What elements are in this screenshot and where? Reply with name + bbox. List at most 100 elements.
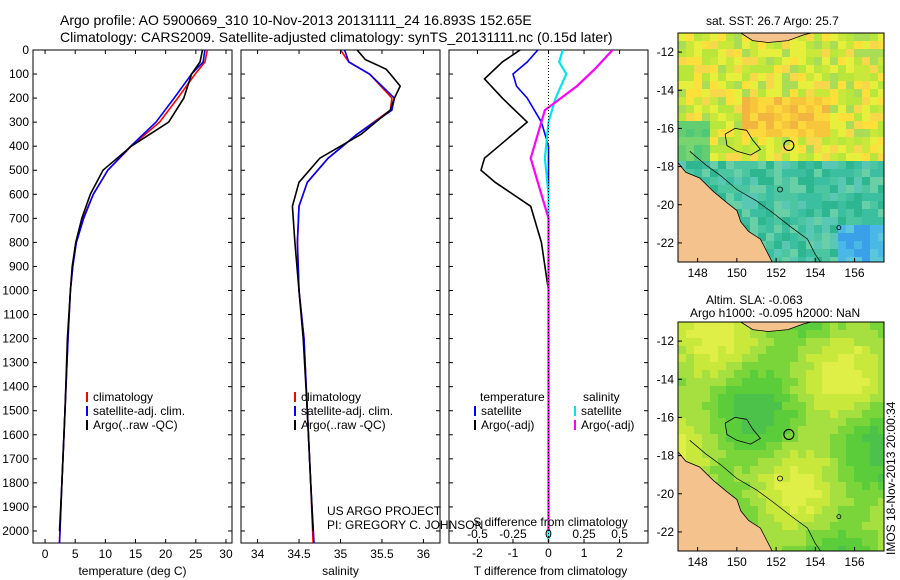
map-cell	[870, 450, 878, 458]
map-cell	[710, 105, 718, 113]
map-cell	[734, 89, 742, 97]
map-cell	[742, 362, 750, 370]
map-cell	[814, 506, 822, 514]
map-cell	[718, 370, 726, 378]
map-cell	[854, 466, 862, 474]
map-cell	[774, 113, 782, 121]
map-cell	[774, 506, 782, 514]
map-cell	[846, 346, 854, 354]
map-cell	[694, 354, 702, 362]
map-cell	[846, 81, 854, 89]
x-tick-label: 154	[805, 266, 825, 280]
map-cell	[822, 49, 830, 57]
map-cell	[678, 378, 686, 386]
map-cell	[678, 89, 686, 97]
map-cell	[790, 386, 798, 394]
map-cell	[870, 73, 878, 81]
map-cell	[758, 450, 766, 458]
map-cell	[686, 330, 694, 338]
map-cell	[846, 241, 854, 249]
difference-panel: -2 -1 0 1 2 -0.5 -0.25 0 0.25 0.5S difference fro…	[448, 49, 649, 578]
map-cell	[710, 322, 718, 330]
map-cell	[798, 378, 806, 386]
map-cell	[798, 458, 806, 466]
map-cell	[862, 370, 870, 378]
map-cell	[878, 466, 884, 474]
map-cell	[774, 514, 782, 522]
map-cell	[750, 97, 758, 105]
map-cell	[750, 225, 758, 233]
map-cell	[822, 177, 830, 185]
map-cell	[854, 330, 862, 338]
map-cell	[806, 458, 814, 466]
map-cell	[854, 322, 862, 330]
map-cell	[790, 73, 798, 81]
map-cell	[854, 442, 862, 450]
map-cell	[782, 169, 790, 177]
map-cell	[870, 153, 878, 161]
map-cell	[822, 362, 830, 370]
map-cell	[734, 177, 742, 185]
map-cell	[742, 506, 750, 514]
map-cell	[798, 89, 806, 97]
map-cell	[846, 145, 854, 153]
map-cell	[862, 474, 870, 482]
map-cell	[734, 330, 742, 338]
map-cell	[782, 530, 790, 538]
map-cell	[774, 65, 782, 73]
map-cell	[878, 129, 884, 137]
map-cell	[846, 434, 854, 442]
map-cell	[830, 105, 838, 113]
map-cell	[678, 105, 686, 113]
map-cell	[830, 426, 838, 434]
map-cell	[766, 121, 774, 129]
map-cell	[790, 402, 798, 410]
map-cell	[758, 153, 766, 161]
map-cell	[734, 354, 742, 362]
map-cell	[814, 81, 822, 89]
map-cell	[854, 201, 862, 209]
map-cell	[846, 538, 854, 546]
map-cell	[774, 346, 782, 354]
map-cell	[694, 33, 702, 41]
s-tick-label: 0.5	[611, 527, 628, 541]
map-cell	[694, 153, 702, 161]
map-cell	[702, 426, 710, 434]
map-cell	[798, 490, 806, 498]
map-cell	[686, 338, 694, 346]
map-cell	[862, 322, 870, 330]
map-cell	[790, 330, 798, 338]
legend-label: Argo(..raw -QC)	[93, 418, 178, 432]
map-cell	[710, 450, 718, 458]
map-cell	[726, 394, 734, 402]
map-cell	[750, 354, 758, 362]
map-cell	[750, 418, 758, 426]
legend-label: satellite-adj. clim.	[93, 404, 185, 418]
map-cell	[718, 410, 726, 418]
map-cell	[774, 57, 782, 65]
map-cell	[766, 49, 774, 57]
map-cell	[750, 402, 758, 410]
map-cell	[814, 346, 822, 354]
map-cell	[750, 474, 758, 482]
map-cell	[782, 546, 790, 551]
map-cell	[878, 506, 884, 514]
map-cell	[806, 65, 814, 73]
map-cell	[862, 185, 870, 193]
map-cell	[870, 458, 878, 466]
map-cell	[742, 73, 750, 81]
map-cell	[678, 346, 686, 354]
map-cell	[838, 233, 846, 241]
map-cell	[758, 346, 766, 354]
map-cell	[758, 81, 766, 89]
map-cell	[782, 233, 790, 241]
map-cell	[734, 33, 742, 41]
map-cell	[838, 209, 846, 217]
map-cell	[798, 121, 806, 129]
legend-label: climatology	[93, 390, 153, 404]
map-cell	[806, 434, 814, 442]
x-tick-label: 156	[845, 555, 865, 569]
map-cell	[814, 410, 822, 418]
map-cell	[830, 434, 838, 442]
map-cell	[806, 177, 814, 185]
